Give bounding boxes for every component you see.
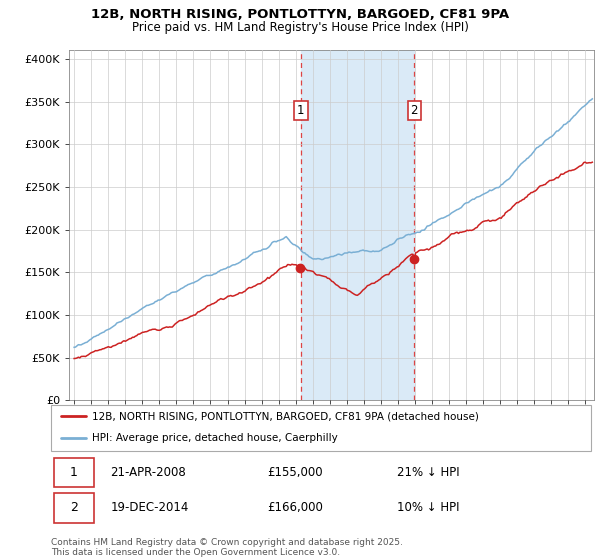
Text: 21-APR-2008: 21-APR-2008 — [110, 466, 186, 479]
Text: HPI: Average price, detached house, Caerphilly: HPI: Average price, detached house, Caer… — [91, 433, 337, 443]
Text: Price paid vs. HM Land Registry's House Price Index (HPI): Price paid vs. HM Land Registry's House … — [131, 21, 469, 34]
FancyBboxPatch shape — [54, 493, 94, 522]
FancyBboxPatch shape — [51, 405, 591, 451]
Text: £166,000: £166,000 — [267, 501, 323, 515]
FancyBboxPatch shape — [54, 458, 94, 487]
Text: £155,000: £155,000 — [267, 466, 323, 479]
Text: Contains HM Land Registry data © Crown copyright and database right 2025.
This d: Contains HM Land Registry data © Crown c… — [51, 538, 403, 557]
Text: 10% ↓ HPI: 10% ↓ HPI — [397, 501, 459, 515]
Bar — [301, 50, 415, 400]
Text: 2: 2 — [410, 104, 418, 116]
Text: 2: 2 — [70, 501, 77, 515]
Text: 1: 1 — [297, 104, 305, 116]
Text: 21% ↓ HPI: 21% ↓ HPI — [397, 466, 459, 479]
Text: 19-DEC-2014: 19-DEC-2014 — [110, 501, 189, 515]
Text: 12B, NORTH RISING, PONTLOTTYN, BARGOED, CF81 9PA: 12B, NORTH RISING, PONTLOTTYN, BARGOED, … — [91, 8, 509, 21]
Text: 12B, NORTH RISING, PONTLOTTYN, BARGOED, CF81 9PA (detached house): 12B, NORTH RISING, PONTLOTTYN, BARGOED, … — [91, 412, 478, 421]
Text: 1: 1 — [70, 466, 77, 479]
